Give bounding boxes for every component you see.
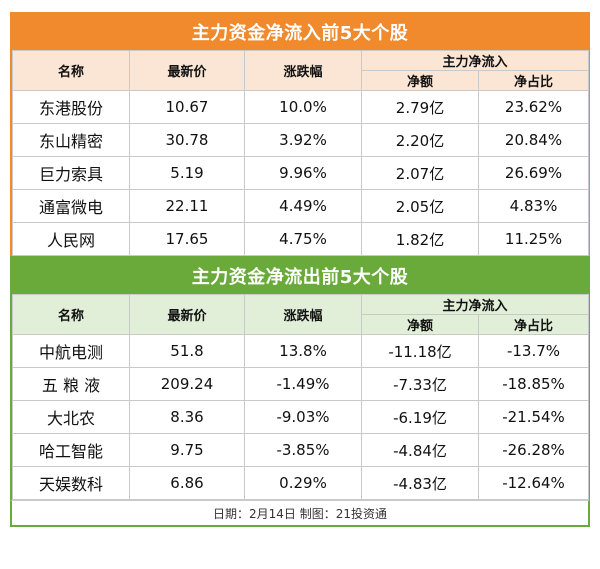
table-row: 巨力索具 5.19 9.96% 2.07亿 26.69% (12, 156, 590, 190)
table-row: 通富微电 22.11 4.49% 2.05亿 4.83% (12, 189, 590, 223)
net-ratio: -26.28% (477, 433, 590, 467)
net-ratio: 20.84% (477, 123, 590, 157)
stock-name: 东港股份 (12, 90, 130, 124)
table-row: 天娱数科 6.86 0.29% -4.83亿 -12.64% (12, 466, 590, 500)
price-change: -9.03% (244, 400, 362, 434)
header-price: 最新价 (129, 294, 245, 335)
latest-price: 6.86 (129, 466, 245, 500)
latest-price: 30.78 (129, 123, 245, 157)
table-row: 哈工智能 9.75 -3.85% -4.84亿 -26.28% (12, 433, 590, 467)
price-change: 0.29% (244, 466, 362, 500)
table-row: 中航电测 51.8 13.8% -11.18亿 -13.7% (12, 334, 590, 368)
latest-price: 9.75 (129, 433, 245, 467)
net-ratio: -21.54% (477, 400, 590, 434)
header-ratio: 净占比 (477, 314, 590, 335)
price-change: 3.92% (244, 123, 362, 157)
price-change: 4.75% (244, 222, 362, 256)
outflow-table: 名称 最新价 涨跌幅 主力净流入 净额 净占比 中航电测 51.8 13.8% … (12, 294, 590, 500)
stock-name: 巨力索具 (12, 156, 130, 190)
header-net: 净额 (361, 70, 479, 91)
header-change: 涨跌幅 (244, 294, 362, 335)
outflow-section: 主力资金净流出前5大个股 名称 最新价 涨跌幅 主力净流入 净额 净占比 (10, 256, 590, 500)
table-row: 大北农 8.36 -9.03% -6.19亿 -21.54% (12, 400, 590, 434)
net-amount: -4.84亿 (361, 433, 479, 467)
header-price: 最新价 (129, 50, 245, 91)
stock-name: 哈工智能 (12, 433, 130, 467)
net-amount: 1.82亿 (361, 222, 479, 256)
net-ratio: 11.25% (477, 222, 590, 256)
outflow-title: 主力资金净流出前5大个股 (12, 258, 588, 294)
price-change: -3.85% (244, 433, 362, 467)
header-name: 名称 (12, 294, 130, 335)
header-name: 名称 (12, 50, 130, 91)
net-ratio: -18.85% (477, 367, 590, 401)
stock-name: 通富微电 (12, 189, 130, 223)
net-ratio: -12.64% (477, 466, 590, 500)
net-amount: 2.07亿 (361, 156, 479, 190)
stock-name: 东山精密 (12, 123, 130, 157)
latest-price: 5.19 (129, 156, 245, 190)
stock-name: 天娱数科 (12, 466, 130, 500)
table-row: 五 粮 液 209.24 -1.49% -7.33亿 -18.85% (12, 367, 590, 401)
table-row: 人民网 17.65 4.75% 1.82亿 11.25% (12, 222, 590, 256)
net-amount: -6.19亿 (361, 400, 479, 434)
header-group: 主力净流入 (360, 50, 590, 71)
header-change: 涨跌幅 (244, 50, 362, 91)
net-amount: -4.83亿 (361, 466, 479, 500)
inflow-table: 名称 最新价 涨跌幅 主力净流入 净额 净占比 东港股份 10.67 10.0%… (12, 50, 590, 256)
net-ratio: 23.62% (477, 90, 590, 124)
net-ratio: -13.7% (477, 334, 590, 368)
price-change: 9.96% (244, 156, 362, 190)
inflow-section: 主力资金净流入前5大个股 名称 最新价 涨跌幅 主力净流入 净额 净占比 (10, 12, 590, 256)
table-row: 东港股份 10.67 10.0% 2.79亿 23.62% (12, 90, 590, 124)
report-card: 主力资金净流入前5大个股 名称 最新价 涨跌幅 主力净流入 净额 净占比 (10, 12, 590, 527)
stock-name: 五 粮 液 (12, 367, 130, 401)
net-amount: 2.79亿 (361, 90, 479, 124)
latest-price: 51.8 (129, 334, 245, 368)
net-amount: 2.05亿 (361, 189, 479, 223)
footer-credit: 日期：2月14日 制图：21投资通 (10, 500, 590, 527)
price-change: 10.0% (244, 90, 362, 124)
stock-name: 中航电测 (12, 334, 130, 368)
net-amount: -7.33亿 (361, 367, 479, 401)
net-ratio: 26.69% (477, 156, 590, 190)
net-ratio: 4.83% (477, 189, 590, 223)
latest-price: 8.36 (129, 400, 245, 434)
inflow-title: 主力资金净流入前5大个股 (12, 14, 588, 50)
net-amount: 2.20亿 (361, 123, 479, 157)
net-amount: -11.18亿 (361, 334, 479, 368)
table-row: 东山精密 30.78 3.92% 2.20亿 20.84% (12, 123, 590, 157)
price-change: 13.8% (244, 334, 362, 368)
price-change: -1.49% (244, 367, 362, 401)
header-ratio: 净占比 (477, 70, 590, 91)
latest-price: 22.11 (129, 189, 245, 223)
header-net: 净额 (361, 314, 479, 335)
stock-name: 大北农 (12, 400, 130, 434)
price-change: 4.49% (244, 189, 362, 223)
latest-price: 10.67 (129, 90, 245, 124)
latest-price: 17.65 (129, 222, 245, 256)
stock-name: 人民网 (12, 222, 130, 256)
header-group: 主力净流入 (360, 294, 590, 315)
latest-price: 209.24 (129, 367, 245, 401)
